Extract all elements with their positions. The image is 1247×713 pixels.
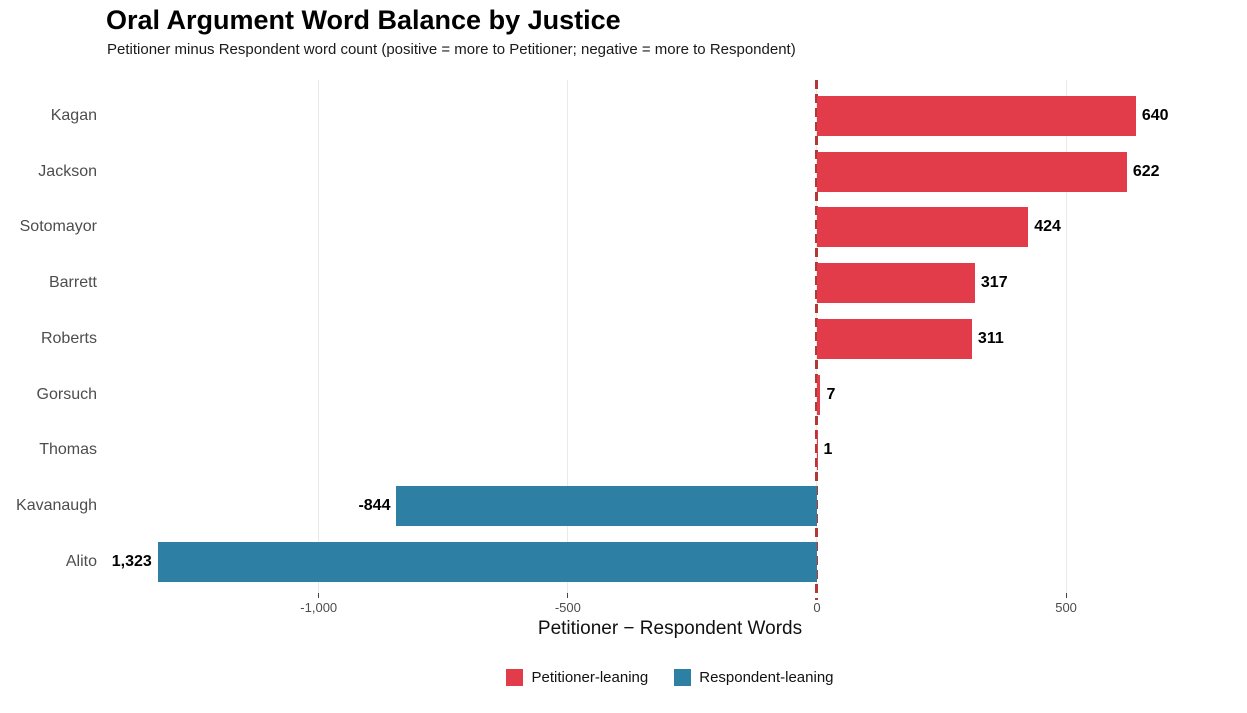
legend-label: Petitioner-leaning: [531, 669, 649, 686]
y-axis-label-jackson: Jackson: [38, 162, 97, 180]
bar-gorsuch: [816, 374, 821, 415]
legend-swatch: [506, 669, 524, 686]
y-axis-label-thomas: Thomas: [39, 441, 97, 459]
bar-barrett: [816, 263, 975, 304]
y-axis-label-kagan: Kagan: [50, 107, 97, 124]
gridline-x-500: [1065, 80, 1067, 593]
chart-subtitle: Petitioner minus Respondent word count (…: [107, 41, 796, 58]
y-axis-label-sotomayor: Sotomayor: [19, 218, 97, 236]
bar-value-kagan: 640: [1141, 107, 1169, 124]
bar-value-thomas: 1: [823, 441, 833, 459]
legend-item-petitioner-leaning: Petitioner-leaning: [506, 669, 648, 686]
bar-value-jackson: 622: [1132, 162, 1160, 180]
legend-label: Respondent-leaning: [699, 669, 834, 686]
x-tick-label: 0: [813, 600, 821, 615]
x-tick-mark--500: [567, 593, 569, 598]
legend: Petitioner-leaning Respondent-leaning: [107, 669, 1233, 686]
bar-roberts: [816, 318, 972, 359]
y-axis-label-kavanaugh: Kavanaugh: [16, 496, 97, 514]
bar-value-barrett: 317: [980, 274, 1008, 292]
chart-title: Oral Argument Word Balance by Justice: [106, 5, 621, 35]
bar-value-gorsuch: 7: [826, 385, 836, 403]
x-tick-mark-500: [1065, 593, 1067, 598]
gridline-x--1000: [318, 80, 320, 593]
x-tick-label: -500: [554, 600, 581, 615]
x-tick-label: -1,000: [300, 600, 338, 615]
x-tick-label: 500: [1055, 600, 1077, 615]
x-tick-mark--1000: [318, 593, 320, 598]
y-axis-label-gorsuch: Gorsuch: [36, 385, 97, 403]
bar-alito: [157, 541, 817, 582]
bar-kavanaugh: [396, 485, 817, 526]
bar-jackson: [816, 151, 1127, 192]
y-axis-label-roberts: Roberts: [40, 329, 97, 347]
gridline-x--500: [567, 80, 569, 593]
bar-value-kavanaugh: -844: [358, 496, 391, 514]
legend-swatch: [674, 669, 692, 686]
x-axis-title: Petitioner − Respondent Words: [537, 618, 803, 639]
bar-thomas: [816, 430, 818, 471]
bar-value-sotomayor: 424: [1034, 218, 1061, 236]
bar-kagan: [816, 96, 1136, 136]
bar-value-alito: 1,323: [111, 552, 152, 570]
bar-value-roberts: 311: [977, 329, 1004, 347]
bar-sotomayor: [816, 207, 1029, 248]
legend-item-respondent-leaning: Respondent-leaning: [674, 669, 834, 686]
y-axis-label-barrett: Barrett: [48, 274, 97, 292]
plot-panel: -1,000 -500 0 500 640 622 424 317 311 7 1 -844 1,323: [107, 80, 1233, 615]
y-axis-label-alito: Alito: [65, 552, 97, 570]
